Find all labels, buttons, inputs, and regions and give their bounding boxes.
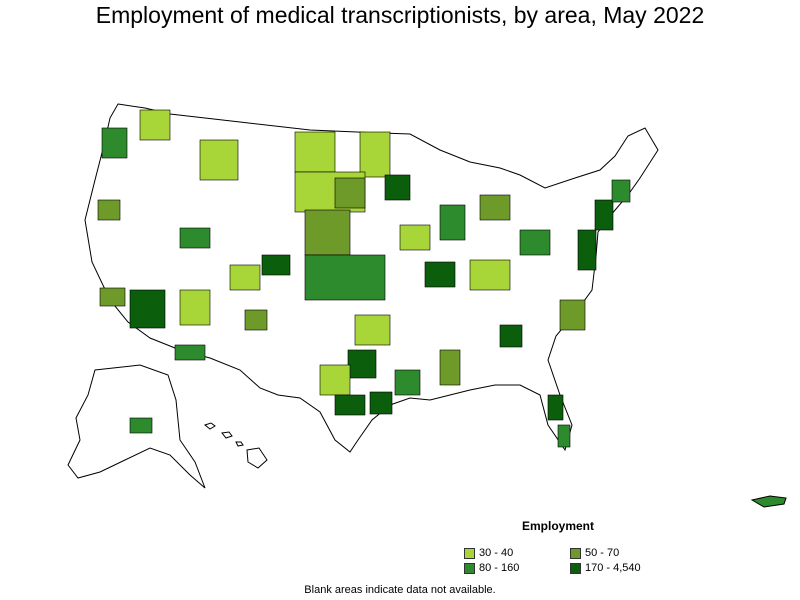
- legend-item-170-4540: 170 - 4,540: [570, 562, 641, 574]
- legend-label: 50 - 70: [585, 547, 620, 559]
- employment-area-shading: [97, 109, 631, 448]
- legend-item-30-40: 30 - 40: [464, 547, 513, 559]
- map-title: Employment of medical transcriptionists,…: [95, 2, 705, 28]
- legend-item-80-160: 80 - 160: [464, 562, 519, 574]
- legend-label: 30 - 40: [479, 547, 514, 559]
- legend-label: 80 - 160: [479, 562, 520, 574]
- legend-label: 170 - 4,540: [585, 562, 641, 574]
- legend-swatch: [464, 562, 475, 574]
- legend-swatch: [570, 547, 581, 559]
- footnote: Blank areas indicate data not available.: [304, 584, 496, 596]
- legend-swatch: [464, 547, 475, 559]
- puerto-rico-outline: [750, 495, 787, 508]
- legend-swatch: [570, 562, 581, 574]
- legend-title: Employment: [522, 519, 595, 533]
- hawaii-islands: [203, 422, 268, 469]
- legend-item-50-70: 50 - 70: [570, 547, 619, 559]
